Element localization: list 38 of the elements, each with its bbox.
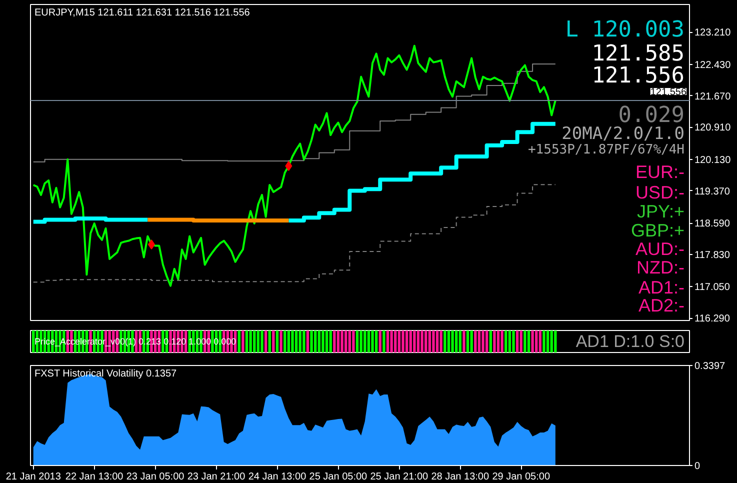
x-tick-label: 25 Jan 21:00 [370, 472, 429, 482]
annotation: +1553P/1.87PF/67%/4H [528, 142, 685, 158]
y-tick-label: 122.430 [694, 60, 732, 71]
y-tick-label: 123.210 [694, 28, 732, 39]
x-tick-label: 25 Jan 05:00 [309, 472, 368, 482]
y-tick-label: 0 [694, 461, 700, 472]
x-tick-label: 24 Jan 13:00 [248, 472, 307, 482]
text: AUD:- [636, 238, 685, 259]
y-tick-label: 119.370 [694, 186, 730, 198]
x-tick-label: 29 Jan 05:00 [492, 472, 550, 482]
text: 121.585 [592, 41, 685, 66]
y-tick-label: 117.050 [694, 282, 730, 294]
text: AD1:- [638, 277, 685, 298]
x-tick-label: 23 Jan 21:00 [187, 472, 246, 482]
text: L 120.003 [565, 17, 685, 42]
text: 20MA/2.0/1.0 [562, 124, 685, 144]
x-tick-label: 22 Jan 13:00 [65, 472, 124, 482]
x-tick-label: 23 Jan 05:00 [126, 472, 185, 482]
y-tick-label: 120.130 [694, 154, 732, 166]
x-tick-label: 28 Jan 13:00 [431, 472, 490, 482]
text: EUR:- [636, 162, 685, 182]
text: AD2:- [638, 295, 685, 316]
text: 121.556 [592, 64, 685, 89]
text: GBP:+ [630, 220, 685, 240]
text: NZD:- [636, 258, 685, 278]
y-tick-label: 116.290 [694, 314, 730, 325]
chart-title: FXST Historical Volatility 0.1357 [34, 368, 178, 380]
x-tick-label: 21 Jan 2013 [6, 472, 62, 482]
text: JPY:+ [636, 201, 684, 222]
text: AD1 D:1.0 S:0 [576, 332, 685, 351]
chart-title: EURJPY,M15 121.611 121.631 121.516 121.556 [34, 8, 250, 18]
y-tick-label: 121.670 [694, 91, 732, 102]
ref-line-label: 121.556 [650, 87, 687, 98]
y-tick-label: 120.910 [694, 122, 732, 134]
y-tick-label: 0.3397 [694, 361, 726, 372]
text: USD:- [636, 182, 685, 203]
y-tick-label: 118.590 [694, 218, 730, 230]
y-tick-label: 117.830 [694, 250, 730, 261]
